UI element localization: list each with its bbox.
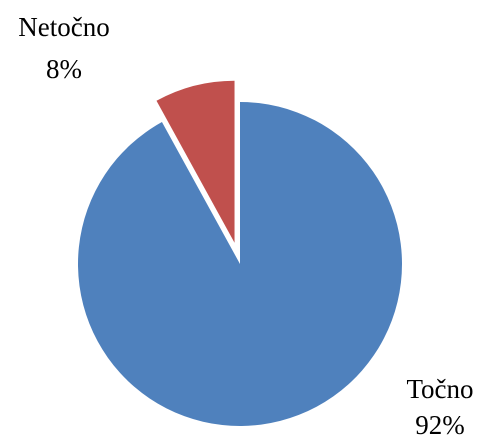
pie-slice-netocno [156,80,235,243]
label-tocno: Točno 92% [406,374,473,440]
slice-label-netocno-value: 8% [46,54,82,84]
label-netocno: Netočno 8% [18,12,109,84]
slice-label-tocno-value: 92% [415,410,465,440]
slice-label-tocno-name: Točno [406,374,473,404]
pie-slice-tocno [77,102,402,426]
pie-slices [77,80,402,426]
slice-label-netocno-name: Netočno [18,12,109,42]
